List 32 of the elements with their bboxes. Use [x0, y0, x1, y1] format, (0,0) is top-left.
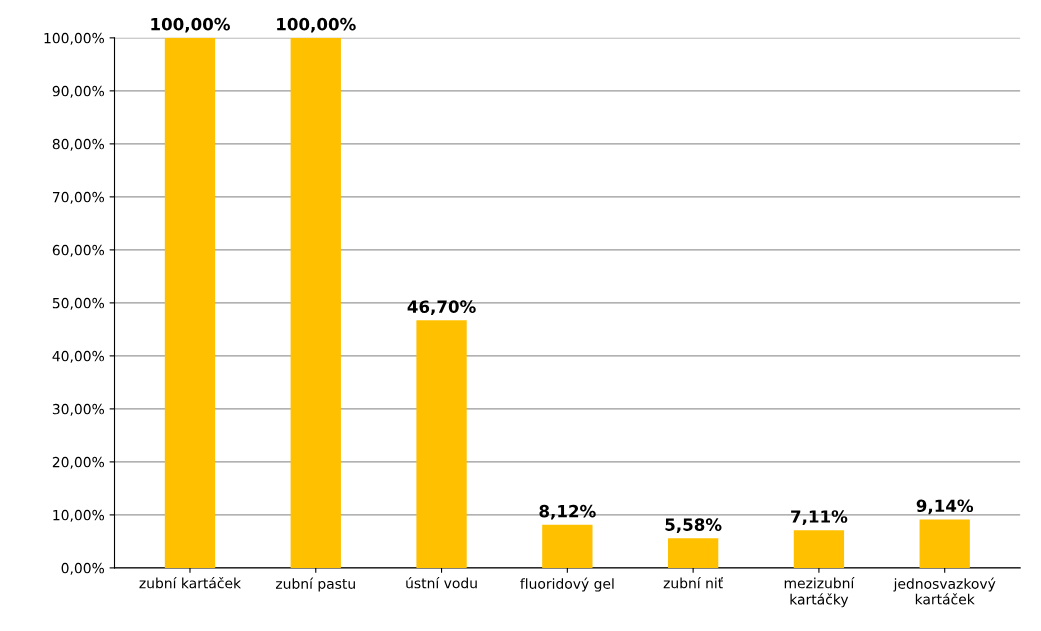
- data-label: 7,11%: [791, 510, 848, 525]
- bar: [667, 538, 719, 568]
- bar: [416, 320, 467, 568]
- data-label: 5,58%: [665, 518, 722, 534]
- y-tick-label: 70,00%: [52, 191, 105, 204]
- data-label: 46,70%: [407, 300, 476, 316]
- x-tick-label: zubní pastu: [275, 577, 355, 592]
- y-tick-label: 60,00%: [52, 244, 105, 257]
- y-tick-label: 50,00%: [52, 297, 105, 310]
- y-tick-label: 90,00%: [52, 85, 105, 98]
- bar: [164, 37, 216, 568]
- y-tick-label: 100,00%: [44, 32, 105, 45]
- data-label: 8,12%: [539, 504, 596, 520]
- data-label: 9,14%: [916, 499, 974, 515]
- bar: [919, 519, 970, 568]
- y-tick-label: 40,00%: [52, 350, 105, 363]
- x-tick-label: mezizubní kartáčky: [784, 577, 855, 608]
- y-tick-label: 0,00%: [61, 562, 105, 575]
- x-tick-label: zubní niť: [663, 576, 723, 589]
- bar: [290, 37, 341, 568]
- x-tick-label: jednosvazkový kartáček: [893, 577, 996, 605]
- y-tick-label: 30,00%: [52, 403, 105, 416]
- bar: [542, 524, 593, 568]
- y-tick-label: 10,00%: [53, 509, 105, 522]
- y-tick-label: 80,00%: [52, 138, 105, 151]
- bar: [793, 530, 845, 568]
- x-tick-label: zubní kartáček: [139, 577, 242, 589]
- y-tick-label: 20,00%: [52, 456, 105, 469]
- data-label: 100,00%: [277, 17, 356, 33]
- data-label: 100,00%: [151, 17, 230, 33]
- x-tick-label: ústní vodu: [406, 577, 477, 589]
- x-tick-label: fluoridový gel: [520, 577, 614, 592]
